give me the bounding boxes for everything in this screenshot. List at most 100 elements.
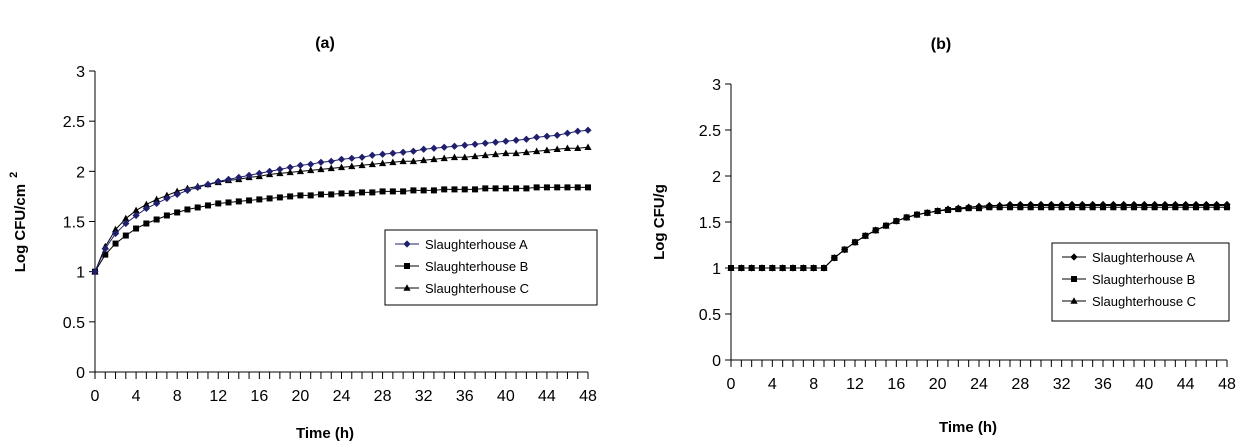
data-point [409,147,417,155]
data-point [122,214,130,222]
data-point [276,194,283,201]
data-point [471,152,479,160]
data-point [574,184,581,191]
data-point [892,217,900,225]
data-point [122,219,130,228]
data-point [204,202,211,209]
y-axis-title: Log CFU/cm2 [8,172,29,272]
x-tick-label: 36 [1094,376,1112,393]
legend-swatch-marker [1071,276,1077,282]
data-point [286,163,294,171]
data-point [337,155,346,163]
x-tick-label: 32 [1053,376,1071,393]
y-tick-label: 0 [712,353,721,370]
data-point [266,167,274,175]
data-point [358,153,366,161]
data-point [420,145,428,153]
data-point [286,168,294,176]
data-point [400,188,407,195]
data-point [430,155,438,163]
data-point [543,146,551,154]
x-tick-label: 0 [91,388,100,405]
y-tick-label: 2.5 [63,114,85,131]
data-point [934,207,942,215]
data-point [872,226,880,234]
data-point [358,161,366,169]
data-point [328,191,335,198]
data-point [256,196,263,203]
data-point [512,136,520,144]
data-point [502,137,510,145]
data-point [533,147,541,155]
legend-swatch-marker [403,284,411,291]
data-point [584,143,592,151]
y-tick-label: 0.5 [699,307,721,324]
legend-label: Slaughterhouse C [1092,294,1196,309]
data-point [266,195,273,202]
data-point [194,204,201,211]
data-point [1182,200,1190,209]
data-point [327,164,335,172]
y-tick-label: 1 [76,265,85,282]
data-point [954,204,962,212]
x-tick-label: 24 [970,376,988,393]
data-point [1109,200,1117,209]
data-point [399,157,407,165]
data-point [389,158,397,166]
x-tick-label: 16 [250,388,268,405]
legend-swatch-marker [403,240,411,248]
data-point [214,177,222,185]
series-slaughterhouse-b [92,184,591,275]
data-point [502,149,510,157]
data-point [215,200,222,207]
data-point [553,131,561,139]
y-tick-label: 2 [76,164,85,181]
data-point [287,193,294,200]
data-point [554,184,561,191]
data-point [471,140,479,148]
data-point [923,209,931,217]
data-point [441,186,448,193]
data-point [727,264,735,272]
data-point [91,268,99,276]
data-point [296,161,305,169]
data-point [1078,200,1086,209]
x-tick-label: 4 [768,376,777,393]
data-point [1047,200,1055,209]
data-point [1140,200,1148,209]
data-point [348,154,356,162]
data-point [944,205,952,213]
data-point [461,141,469,149]
data-point [820,264,828,272]
data-point [461,153,469,161]
data-point [246,197,253,204]
data-point [522,135,530,143]
data-point [142,200,150,208]
data-point [482,185,489,192]
data-point [276,165,284,173]
data-point [1016,200,1024,209]
data-point [1151,200,1159,209]
data-point [142,204,150,213]
data-point [183,186,192,194]
x-tick-label: 40 [497,388,515,405]
x-tick-label: 8 [173,388,182,405]
data-point [574,144,582,152]
data-point [1171,200,1179,209]
data-point [585,184,591,191]
data-point [111,229,120,238]
data-point [379,188,386,195]
x-tick-label: 12 [209,388,227,405]
y-tick-label: 1 [712,261,721,278]
data-point [153,195,161,203]
data-point [533,184,540,191]
data-point [882,222,890,230]
x-tick-label: 48 [579,388,597,405]
data-point [1120,200,1128,209]
data-point [163,212,170,219]
data-point [245,171,253,179]
x-tick-label: 28 [374,388,392,405]
data-point [184,206,191,213]
data-point [101,244,109,253]
data-point [543,132,551,140]
